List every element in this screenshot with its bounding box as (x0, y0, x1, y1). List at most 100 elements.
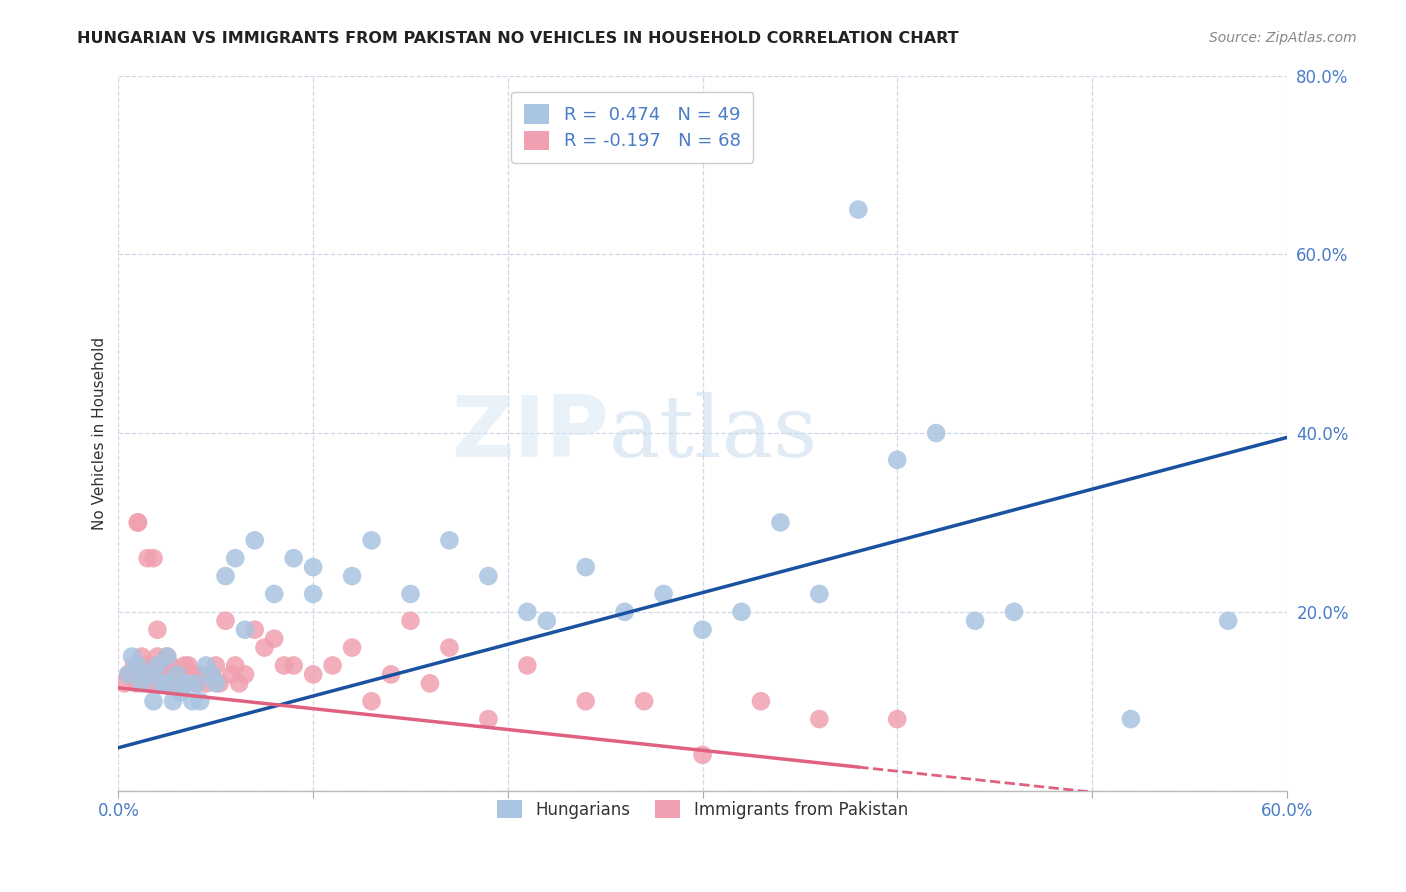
Point (138, 667, 160, 681)
Point (150, 676, 173, 690)
Point (188, 667, 211, 681)
Point (141, 658, 163, 673)
Point (162, 694, 184, 708)
Point (221, 667, 243, 681)
Point (204, 676, 226, 690)
Point (243, 623, 266, 637)
Point (204, 658, 226, 673)
Point (228, 676, 250, 690)
Point (886, 453, 908, 467)
Point (117, 667, 139, 681)
Point (127, 667, 149, 681)
Point (380, 667, 402, 681)
Point (150, 658, 173, 673)
Point (146, 658, 169, 673)
Legend: Hungarians, Immigrants from Pakistan: Hungarians, Immigrants from Pakistan (491, 793, 915, 825)
Point (233, 623, 256, 637)
Text: HUNGARIAN VS IMMIGRANTS FROM PAKISTAN NO VEHICLES IN HOUSEHOLD CORRELATION CHART: HUNGARIAN VS IMMIGRANTS FROM PAKISTAN NO… (77, 31, 959, 46)
Point (112, 676, 135, 690)
Point (399, 614, 422, 628)
Point (162, 676, 184, 690)
Point (166, 667, 188, 681)
Point (195, 658, 218, 673)
Point (131, 649, 153, 664)
Point (160, 658, 183, 673)
Point (360, 694, 382, 708)
Point (575, 560, 598, 574)
Point (176, 676, 198, 690)
Point (886, 712, 908, 726)
Point (224, 658, 246, 673)
Point (181, 667, 204, 681)
Point (153, 676, 176, 690)
Point (181, 694, 204, 708)
Point (1002, 605, 1025, 619)
Text: ZIP: ZIP (451, 392, 609, 475)
Point (1119, 712, 1142, 726)
Point (749, 694, 772, 708)
Point (156, 667, 179, 681)
Point (283, 658, 305, 673)
Point (439, 640, 461, 655)
Point (575, 694, 598, 708)
Point (186, 676, 208, 690)
Point (156, 658, 179, 673)
Point (516, 658, 538, 673)
Point (142, 551, 165, 566)
Point (157, 676, 180, 690)
Point (145, 658, 167, 673)
Point (613, 605, 636, 619)
Point (263, 587, 285, 601)
Point (188, 694, 211, 708)
Point (253, 640, 276, 655)
Point (166, 667, 188, 681)
Point (633, 694, 655, 708)
Point (925, 425, 948, 440)
Point (131, 676, 153, 690)
Point (224, 551, 246, 566)
Point (146, 667, 169, 681)
Point (340, 640, 363, 655)
Point (186, 676, 208, 690)
Point (131, 658, 153, 673)
Point (214, 614, 236, 628)
Point (121, 649, 143, 664)
Point (302, 667, 325, 681)
Y-axis label: No Vehicles in Household: No Vehicles in Household (93, 336, 107, 530)
Point (150, 676, 173, 690)
Point (846, 202, 869, 217)
Point (122, 658, 145, 673)
Point (146, 623, 169, 637)
Point (132, 667, 155, 681)
Point (156, 649, 179, 664)
Point (302, 587, 325, 601)
Point (360, 533, 382, 548)
Point (477, 569, 499, 583)
Point (127, 516, 149, 530)
Point (419, 676, 441, 690)
Text: Source: ZipAtlas.com: Source: ZipAtlas.com (1209, 31, 1357, 45)
Point (322, 658, 344, 673)
Point (965, 614, 987, 628)
Point (142, 676, 165, 690)
Point (340, 569, 363, 583)
Point (692, 623, 714, 637)
Point (136, 676, 159, 690)
Point (125, 676, 148, 690)
Point (121, 667, 143, 681)
Point (536, 614, 558, 628)
Point (173, 658, 195, 673)
Text: atlas: atlas (609, 392, 818, 475)
Point (808, 712, 831, 726)
Point (170, 685, 193, 699)
Point (214, 569, 236, 583)
Point (769, 516, 792, 530)
Point (156, 676, 179, 690)
Point (127, 658, 149, 673)
Point (1218, 614, 1240, 628)
Point (273, 658, 295, 673)
Point (195, 676, 218, 690)
Point (516, 605, 538, 619)
Point (302, 560, 325, 574)
Point (117, 667, 139, 681)
